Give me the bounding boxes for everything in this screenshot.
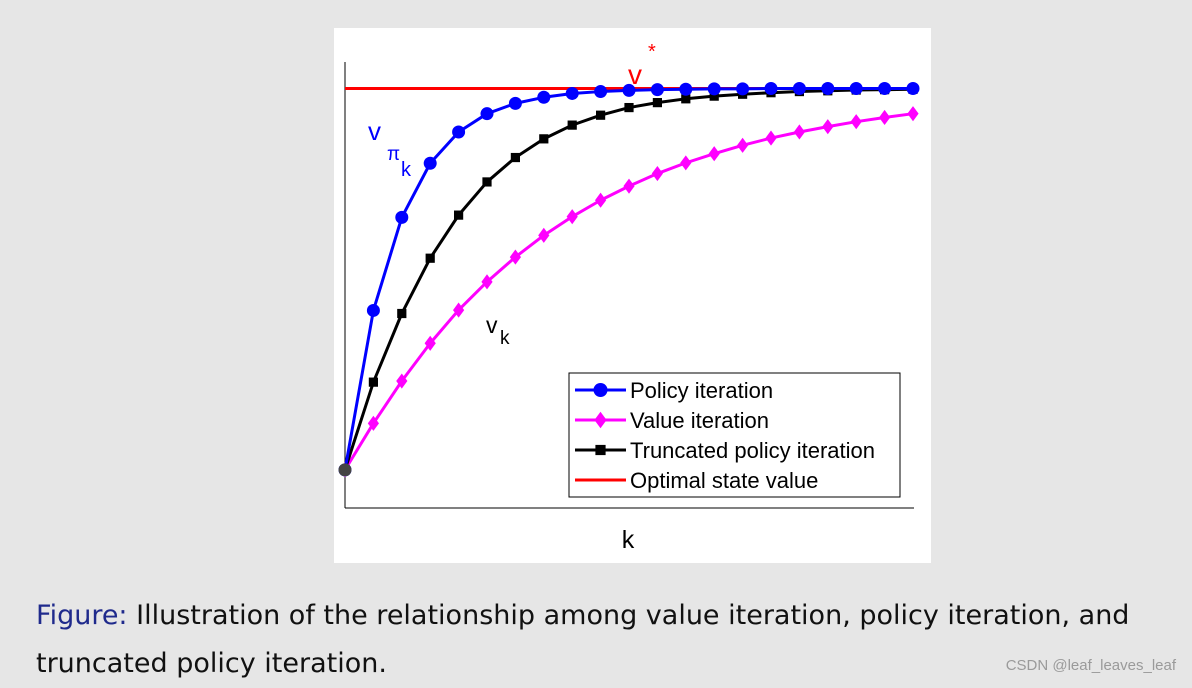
point-policy-iteration-19: [878, 82, 892, 96]
point-truncated-policy-iteration-1: [368, 377, 378, 387]
legend: Policy iteration Value iteration Truncated…: [568, 372, 901, 498]
point-value-iteration-5: [481, 274, 493, 290]
point-policy-iteration-16: [792, 82, 806, 96]
legend-marker-value-iteration: [594, 411, 607, 429]
point-policy-iteration-1: [366, 303, 380, 317]
point-policy-iteration-13: [707, 82, 721, 96]
point-value-iteration-8: [566, 209, 578, 225]
point-value-iteration-11: [651, 165, 663, 182]
point-truncated-policy-iteration-3: [425, 253, 435, 263]
point-value-iteration-18: [850, 114, 862, 130]
point-truncated-policy-iteration-8: [567, 120, 577, 130]
legend-label-policy-iteration: Policy iteration: [630, 378, 773, 403]
annotation-layer: v * v π k v k: [368, 41, 656, 349]
point-policy-iteration-20: [906, 82, 920, 96]
point-value-iteration-16: [793, 124, 805, 140]
point-truncated-policy-iteration-13: [709, 91, 719, 101]
legend-marker-policy-iteration: [593, 383, 608, 397]
v-k-label: v: [486, 312, 498, 338]
v-star-label: v: [628, 59, 642, 90]
point-policy-iteration-8: [565, 86, 579, 100]
v-pi-k-sub-pi: π: [387, 144, 400, 165]
point-value-iteration-14: [737, 137, 749, 153]
point-value-iteration-7: [538, 227, 550, 243]
point-truncated-policy-iteration-10: [624, 102, 634, 113]
legend-label-truncated-policy-iteration: Truncated policy iteration: [630, 438, 875, 463]
series-policy-iteration: [338, 82, 920, 477]
legend-box: [568, 372, 901, 498]
v-pi-k-label: v: [368, 116, 381, 146]
point-policy-iteration-11: [650, 83, 664, 97]
point-policy-iteration-2: [395, 210, 409, 224]
series-layer: [338, 82, 920, 478]
x-axis-label: k: [622, 526, 635, 554]
point-policy-iteration-12: [679, 82, 693, 96]
point-truncated-policy-iteration-9: [596, 110, 606, 120]
point-truncated-policy-iteration-12: [681, 94, 691, 104]
point-truncated-policy-iteration-2: [397, 308, 407, 319]
legend-marker-truncated-policy-iteration: [595, 444, 606, 456]
legend-label-value-iteration: Value iteration: [630, 408, 769, 433]
point-policy-iteration-9: [594, 85, 608, 99]
point-truncated-policy-iteration-7: [539, 134, 549, 144]
point-value-iteration-12: [680, 155, 692, 171]
legend-item-policy-iteration: Policy iteration: [575, 378, 773, 403]
watermark: CSDN @leaf_leaves_leaf: [1005, 657, 1176, 674]
point-policy-iteration-6: [508, 96, 522, 110]
legend-item-truncated-policy-iteration: Truncated policy iteration: [575, 438, 875, 463]
v-pi-k-sub-k: k: [401, 159, 412, 181]
point-truncated-policy-iteration-6: [510, 152, 520, 163]
point-value-iteration-10: [623, 178, 635, 194]
v-k-sub-k: k: [500, 328, 510, 349]
point-truncated-policy-iteration-4: [454, 210, 464, 220]
point-truncated-policy-iteration-5: [482, 177, 492, 187]
legend-item-optimal-state-value: Optimal state value: [575, 468, 818, 493]
figure-caption: Figure: Illustration of the relationship…: [36, 592, 1176, 688]
point-value-iteration-13: [708, 146, 720, 162]
point-policy-iteration-17: [821, 82, 835, 96]
point-policy-iteration-3: [423, 156, 437, 170]
point-policy-iteration-4: [452, 125, 466, 139]
line-chart: v * v π k v k k Policy iteration Value it…: [338, 41, 920, 554]
caption-lead: Figure:: [36, 600, 128, 631]
point-policy-iteration-18: [849, 82, 863, 96]
point-value-iteration-15: [765, 130, 777, 146]
point-value-iteration-9: [595, 192, 607, 208]
point-truncated-policy-iteration-11: [652, 98, 662, 108]
point-value-iteration-19: [879, 109, 891, 126]
figure-panel: v * v π k v k k Policy iteration Value it…: [334, 28, 931, 563]
point-policy-iteration-14: [736, 82, 750, 96]
point-policy-iteration-7: [537, 90, 551, 104]
point-policy-iteration-5: [480, 107, 494, 121]
point-policy-iteration-15: [764, 82, 778, 96]
point-policy-iteration-10: [622, 83, 636, 97]
legend-item-value-iteration: Value iteration: [575, 408, 769, 433]
legend-label-optimal-state-value: Optimal state value: [630, 468, 818, 493]
point-value-iteration-17: [822, 119, 834, 135]
v-star-superscript: *: [648, 41, 656, 63]
point-value-iteration-20: [907, 106, 919, 122]
caption-text: Illustration of the relationship among v…: [36, 600, 1130, 679]
chart-axes: [344, 62, 914, 509]
origin-point: [338, 463, 352, 477]
